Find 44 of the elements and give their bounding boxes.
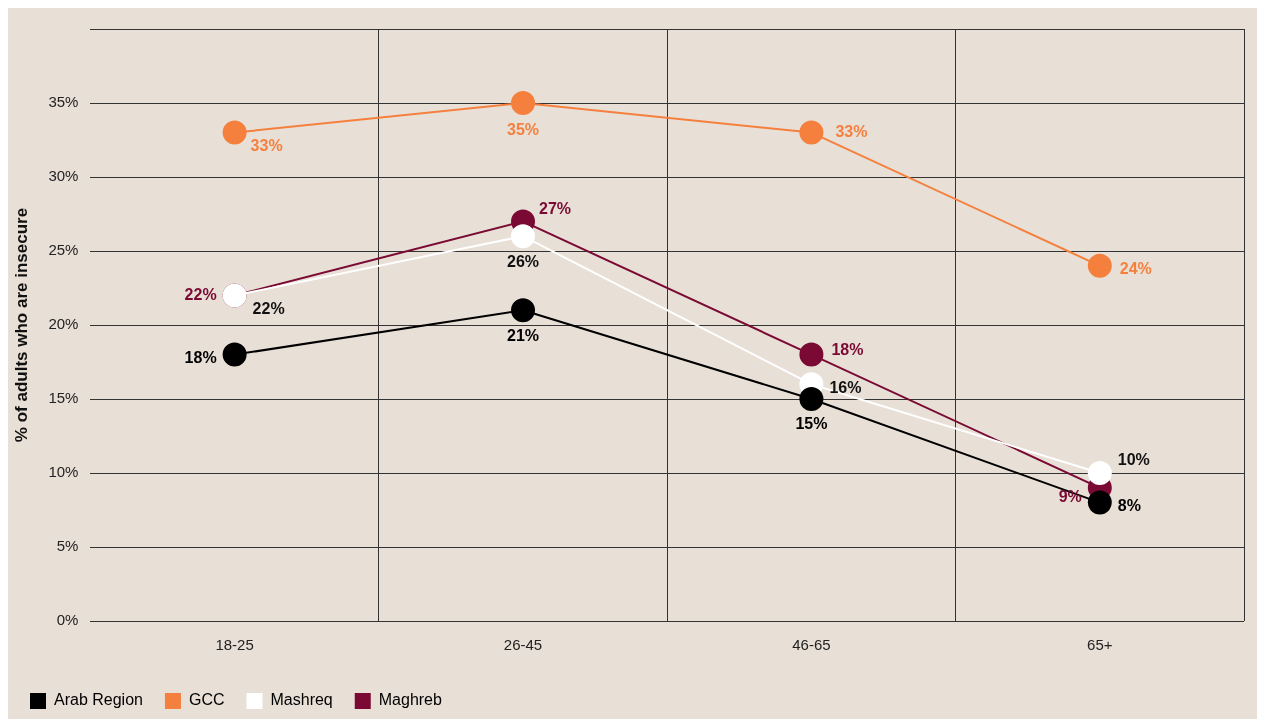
data-label: 10% [1117,451,1150,469]
point [222,342,247,367]
point [799,387,824,411]
y-tick-label: 0% [56,611,79,629]
point [799,342,824,367]
legend-label: Arab Region [54,691,143,709]
data-label: 33% [250,137,283,155]
x-tick-label: 65+ [1087,636,1113,654]
data-label: 35% [507,121,540,139]
data-label: 21% [507,326,540,344]
legend-label: Maghreb [378,691,442,709]
point [799,120,824,145]
y-tick-label: 5% [56,537,79,555]
legend-label: Mashreq [270,691,333,709]
x-tick-label: 18-25 [215,636,254,654]
y-tick-label: 20% [48,315,79,333]
data-label: 15% [795,415,828,433]
x-tick-label: 26-45 [503,636,543,654]
y-axis-title: % of adults who are insecure [11,207,31,443]
legend-label: GCC [188,691,225,709]
data-label: 24% [1119,260,1152,278]
point [511,91,536,115]
data-label: 22% [184,285,217,303]
data-label: 18% [184,349,217,367]
point [1087,253,1112,278]
point [1087,461,1112,485]
y-tick-label: 10% [48,463,79,481]
data-label: 22% [252,299,285,317]
y-tick-label: 25% [48,241,79,259]
data-label: 18% [831,341,864,359]
y-tick-label: 30% [48,167,79,185]
data-label: 16% [829,378,862,396]
data-label: 8% [1117,497,1141,515]
data-label: 9% [1058,488,1082,506]
point [1087,490,1112,515]
point [222,120,247,145]
data-label: 26% [507,252,540,270]
data-label: 33% [835,123,868,141]
y-tick-label: 15% [48,389,79,407]
data-label: 27% [539,199,572,217]
y-tick-label: 35% [48,93,79,111]
x-tick-label: 46-65 [792,636,831,654]
point [511,224,536,249]
point [511,298,536,323]
